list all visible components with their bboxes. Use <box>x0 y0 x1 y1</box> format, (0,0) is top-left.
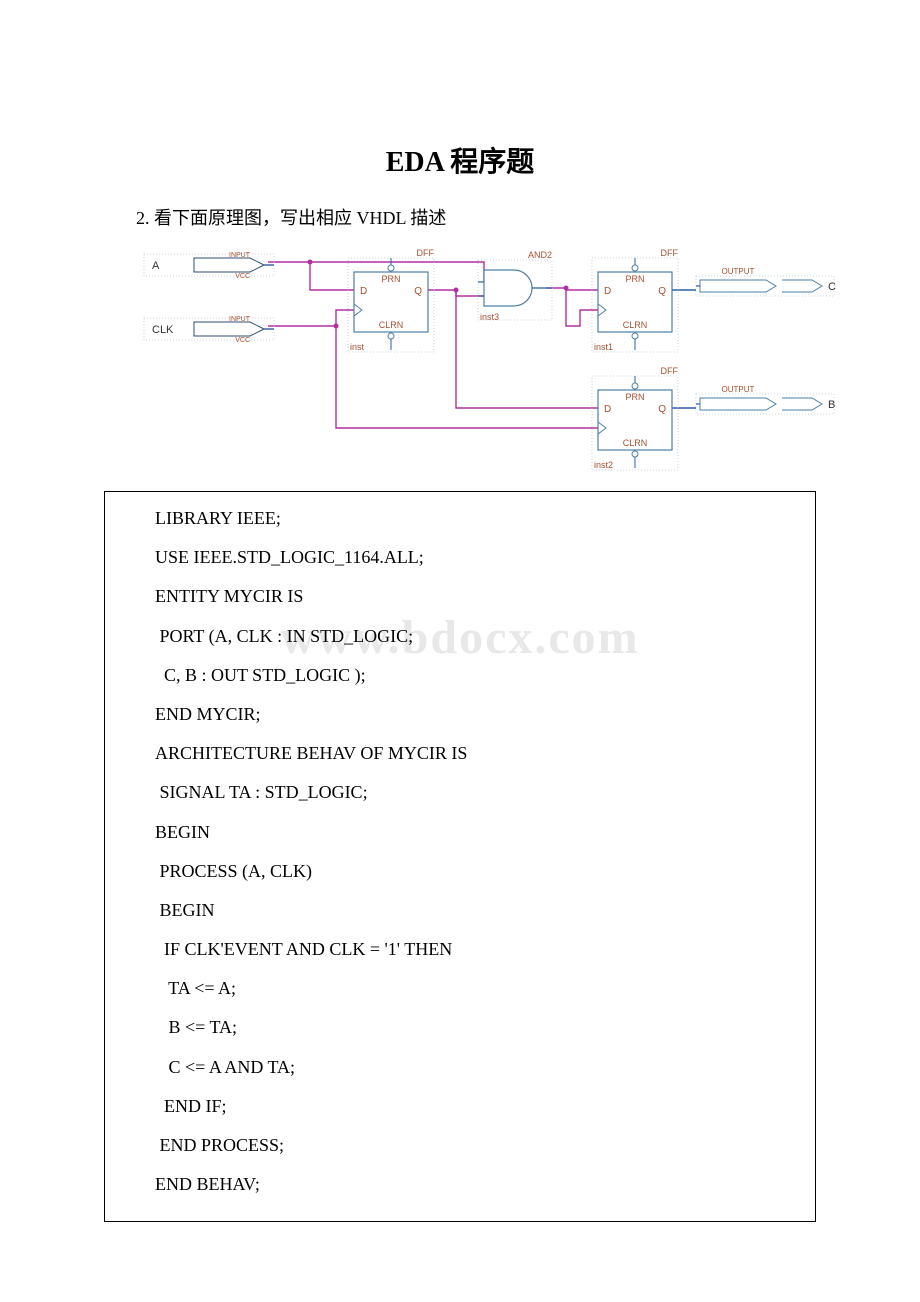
code-line: IF CLK'EVENT AND CLK = '1' THEN <box>155 937 797 962</box>
svg-text:DFF: DFF <box>417 248 435 258</box>
svg-text:AND2: AND2 <box>528 250 552 260</box>
svg-text:D: D <box>604 286 611 297</box>
input-pin: CLK INPUT VCC <box>144 316 274 344</box>
svg-text:INPUT: INPUT <box>229 316 251 323</box>
svg-text:D: D <box>604 404 611 415</box>
svg-text:OUTPUT: OUTPUT <box>722 267 755 276</box>
code-line: END PROCESS; <box>155 1133 797 1158</box>
question-text: 2. 看下面原理图，写出相应 VHDL 描述 <box>136 204 820 230</box>
output-pin: OUTPUT B <box>696 385 835 414</box>
code-line: PORT (A, CLK : IN STD_LOGIC; <box>155 624 797 649</box>
svg-text:CLRN: CLRN <box>623 438 648 448</box>
svg-text:CLK: CLK <box>152 324 174 336</box>
code-line: BEGIN <box>155 898 797 923</box>
svg-text:inst1: inst1 <box>594 342 613 352</box>
input-pin: A INPUT VCC <box>144 252 274 280</box>
diagram-svg: A INPUT VCC CLK INPUT VCC DFF PRN D Q CLRN inst DFF P… <box>136 240 846 472</box>
code-line: BEGIN <box>155 820 797 845</box>
svg-text:CLRN: CLRN <box>623 320 648 330</box>
svg-text:inst: inst <box>350 342 365 352</box>
dff: DFF PRN D Q CLRN inst1 <box>592 248 678 352</box>
svg-text:PRN: PRN <box>625 274 644 284</box>
output-pin: OUTPUT C <box>696 267 836 296</box>
svg-text:Q: Q <box>414 286 422 297</box>
page-content: EDA 程序题 2. 看下面原理图，写出相应 VHDL 描述 A INPUT VCC… <box>0 0 920 1262</box>
dff: DFF PRN D Q CLRN inst <box>348 248 434 352</box>
code-box: LIBRARY IEEE; USE IEEE.STD_LOGIC_1164.ALL… <box>104 491 816 1222</box>
code-line: USE IEEE.STD_LOGIC_1164.ALL; <box>155 545 797 570</box>
code-line: ENTITY MYCIR IS <box>155 584 797 609</box>
svg-text:VCC: VCC <box>235 273 250 280</box>
svg-text:Q: Q <box>658 404 666 415</box>
svg-text:inst3: inst3 <box>480 312 499 322</box>
code-line: B <= TA; <box>155 1015 797 1040</box>
svg-text:A: A <box>152 260 160 272</box>
code-line: TA <= A; <box>155 976 797 1001</box>
svg-text:VCC: VCC <box>235 337 250 344</box>
svg-text:DFF: DFF <box>661 248 679 258</box>
svg-text:B: B <box>828 399 835 411</box>
code-line: END BEHAV; <box>155 1172 797 1197</box>
code-line: LIBRARY IEEE; <box>155 506 797 531</box>
dff: DFF PRN D Q CLRN inst2 <box>592 366 678 470</box>
svg-text:OUTPUT: OUTPUT <box>722 385 755 394</box>
svg-text:INPUT: INPUT <box>229 252 251 259</box>
code-line: C, B : OUT STD_LOGIC ); <box>155 663 797 688</box>
and-gate: AND2 inst3 <box>478 250 552 322</box>
svg-text:PRN: PRN <box>625 392 644 402</box>
schematic-diagram: A INPUT VCC CLK INPUT VCC DFF PRN D Q CLRN inst DFF P… <box>136 240 820 477</box>
code-line: SIGNAL TA : STD_LOGIC; <box>155 780 797 805</box>
svg-text:D: D <box>360 286 367 297</box>
svg-text:C: C <box>828 281 836 293</box>
svg-text:PRN: PRN <box>381 274 400 284</box>
svg-text:CLRN: CLRN <box>379 320 404 330</box>
code-line: PROCESS (A, CLK) <box>155 859 797 884</box>
svg-text:Q: Q <box>658 286 666 297</box>
code-line: ARCHITECTURE BEHAV OF MYCIR IS <box>155 741 797 766</box>
svg-text:inst2: inst2 <box>594 460 613 470</box>
code-line: END MYCIR; <box>155 702 797 727</box>
code-line: C <= A AND TA; <box>155 1055 797 1080</box>
page-title: EDA 程序题 <box>100 140 820 180</box>
svg-text:DFF: DFF <box>661 366 679 376</box>
code-line: END IF; <box>155 1094 797 1119</box>
